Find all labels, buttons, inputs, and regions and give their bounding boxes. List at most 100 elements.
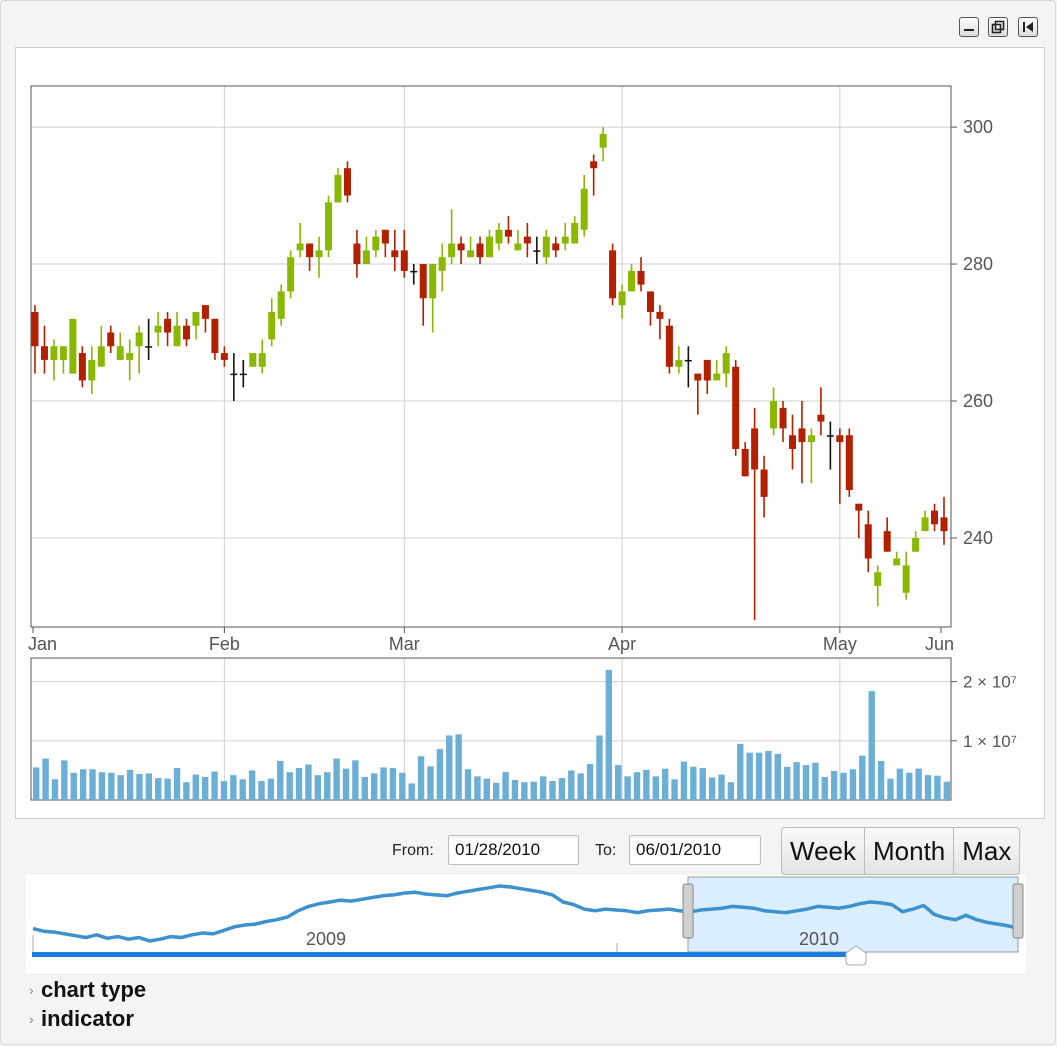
candle[interactable] <box>523 222 531 258</box>
volume-bar[interactable] <box>924 775 932 800</box>
candle[interactable] <box>770 387 778 436</box>
volume-bar[interactable] <box>192 774 199 800</box>
volume-bar[interactable] <box>784 766 791 800</box>
volume-bar[interactable] <box>708 777 716 800</box>
candle[interactable] <box>211 318 219 360</box>
volume-bar[interactable] <box>887 778 894 800</box>
volume-bar[interactable] <box>605 669 613 800</box>
candle[interactable] <box>50 339 58 381</box>
candle[interactable] <box>116 332 124 360</box>
volume-bar[interactable] <box>849 769 857 800</box>
candle[interactable] <box>429 264 437 333</box>
candle[interactable] <box>893 551 901 566</box>
volume-bar[interactable] <box>840 772 847 800</box>
volume-bar[interactable] <box>868 691 875 800</box>
candle[interactable] <box>590 154 598 196</box>
volume-bar[interactable] <box>493 782 500 800</box>
volume-bar[interactable] <box>934 775 941 800</box>
volume-bar[interactable] <box>61 760 68 800</box>
volume-bar[interactable] <box>258 781 265 800</box>
volume-bar[interactable] <box>183 782 190 800</box>
volume-bar[interactable] <box>530 781 537 800</box>
volume-bar[interactable] <box>765 750 772 800</box>
volume-bar[interactable] <box>352 760 359 800</box>
volume-bar[interactable] <box>793 762 800 800</box>
volume-bar[interactable] <box>539 776 547 800</box>
candle[interactable] <box>542 229 550 265</box>
candle[interactable] <box>296 222 304 258</box>
candle[interactable] <box>154 311 162 347</box>
candle[interactable] <box>495 222 503 251</box>
candle[interactable] <box>31 305 39 374</box>
candle[interactable] <box>845 428 853 497</box>
candle[interactable] <box>438 243 446 292</box>
chart-type-section[interactable]: › chart type <box>29 977 146 1003</box>
candle[interactable] <box>609 243 617 306</box>
volume-bar[interactable] <box>511 779 519 800</box>
volume-bar[interactable] <box>896 768 904 800</box>
candle[interactable] <box>239 359 247 388</box>
volume-bar[interactable] <box>877 760 885 800</box>
volume-bar[interactable] <box>906 772 913 800</box>
candle[interactable] <box>741 442 749 477</box>
volume-bar[interactable] <box>455 734 462 800</box>
navigator-selection[interactable] <box>687 876 1019 953</box>
volume-bar[interactable] <box>746 752 753 800</box>
volume-bar[interactable] <box>633 772 641 800</box>
volume-bar[interactable] <box>33 767 40 800</box>
candle[interactable] <box>665 318 673 374</box>
candle[interactable] <box>732 359 740 456</box>
volume-bar[interactable] <box>70 772 77 800</box>
volume-bar[interactable] <box>483 778 490 800</box>
volume-bar[interactable] <box>361 776 368 800</box>
volume-bar[interactable] <box>277 760 284 800</box>
volume-bar[interactable] <box>305 764 312 801</box>
volume-bar[interactable] <box>230 775 237 800</box>
candle[interactable] <box>789 414 796 470</box>
candle[interactable] <box>78 346 86 388</box>
candle[interactable] <box>410 264 418 285</box>
volume-bar[interactable] <box>943 781 950 800</box>
candle[interactable] <box>694 373 702 415</box>
volume-bar[interactable] <box>164 778 171 800</box>
candle[interactable] <box>476 236 484 265</box>
candle[interactable] <box>249 353 257 367</box>
candle[interactable] <box>325 195 333 258</box>
candle[interactable] <box>646 291 654 326</box>
candle[interactable] <box>88 346 96 395</box>
volume-bar[interactable] <box>802 765 810 800</box>
volume-bar[interactable] <box>643 769 650 800</box>
candle[interactable] <box>372 229 380 258</box>
volume-bar[interactable] <box>446 735 453 800</box>
volume-bar[interactable] <box>89 769 96 800</box>
volume-bar[interactable] <box>248 770 256 800</box>
volume-bar[interactable] <box>42 758 49 800</box>
candle[interactable] <box>912 531 920 552</box>
candle[interactable] <box>703 359 711 395</box>
volume-bar[interactable] <box>211 771 218 800</box>
navigator-left-handle[interactable] <box>682 883 694 939</box>
volume-bar[interactable] <box>267 778 275 800</box>
candle[interactable] <box>931 503 939 532</box>
volume-bar[interactable] <box>652 776 659 800</box>
candle[interactable] <box>486 229 493 258</box>
volume-bar[interactable] <box>812 762 819 800</box>
candle[interactable] <box>504 216 512 244</box>
month-button[interactable]: Month <box>865 828 955 874</box>
volume-bar[interactable] <box>98 772 106 800</box>
volume-bar[interactable] <box>502 772 509 800</box>
volume-bar[interactable] <box>821 776 828 800</box>
collapse-icon[interactable] <box>1018 17 1038 37</box>
candle[interactable] <box>400 229 408 278</box>
volume-bar[interactable] <box>558 778 566 800</box>
week-button[interactable]: Week <box>782 828 865 874</box>
candle[interactable] <box>921 510 929 532</box>
candle[interactable] <box>40 325 48 374</box>
candle[interactable] <box>183 318 190 347</box>
candle[interactable] <box>836 428 844 504</box>
candle[interactable] <box>552 236 560 258</box>
navigator[interactable]: 2009 2010 <box>26 875 1026 973</box>
volume-bar[interactable] <box>342 768 350 800</box>
candle[interactable] <box>97 325 105 367</box>
candle[interactable] <box>201 305 209 333</box>
